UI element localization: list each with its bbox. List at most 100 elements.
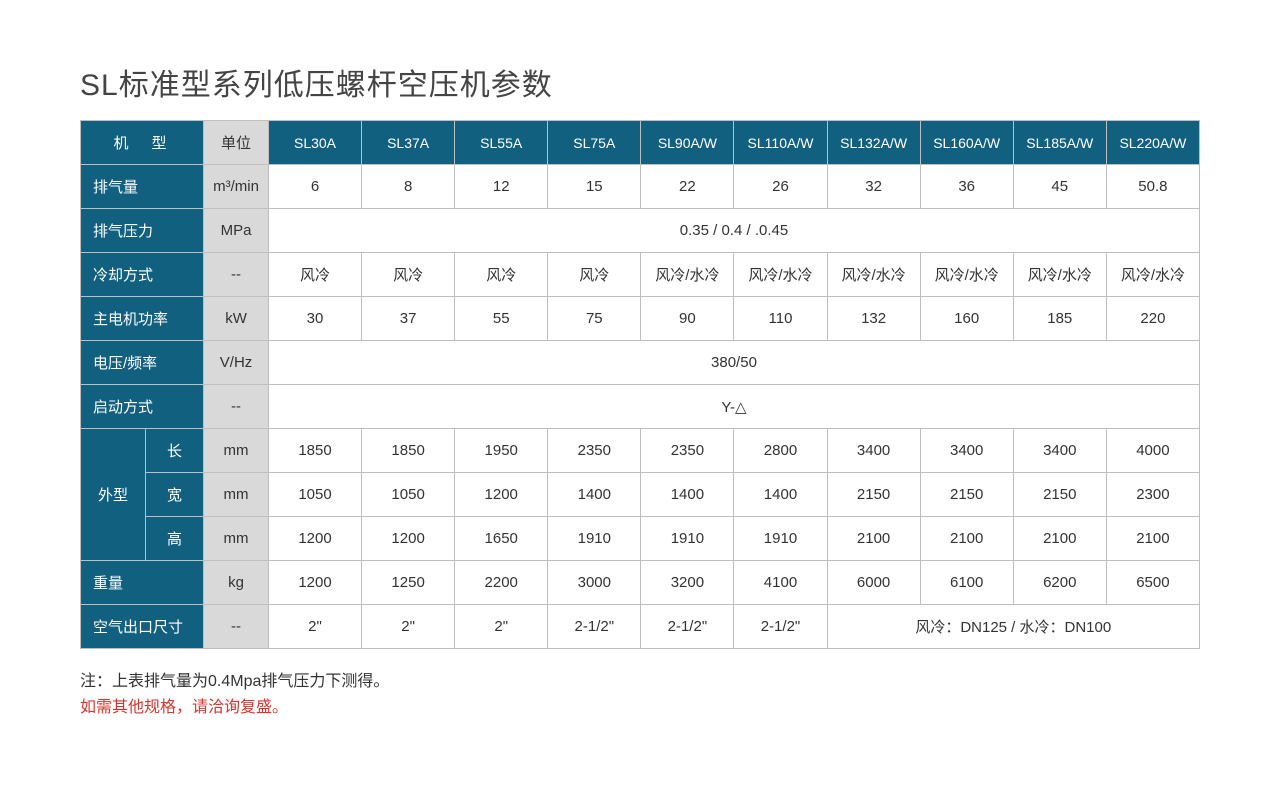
val-cell: 风冷/水冷 <box>920 253 1013 297</box>
val-cell: 132 <box>827 297 920 341</box>
row-label: 主电机功率 <box>81 297 204 341</box>
row-start: 启动方式 -- Y-△ <box>81 385 1200 429</box>
val-cell: 12 <box>455 165 548 209</box>
val-cell: 2-1/2" <box>641 605 734 649</box>
unit-cell: mm <box>204 473 269 517</box>
val-cell: 2100 <box>1013 517 1106 561</box>
row-pressure: 排气压力 MPa 0.35 / 0.4 / .0.45 <box>81 209 1200 253</box>
val-cell: 185 <box>1013 297 1106 341</box>
val-cell: 22 <box>641 165 734 209</box>
val-cell: 2100 <box>827 517 920 561</box>
col-model: SL37A <box>362 121 455 165</box>
row-label: 长 <box>145 429 203 473</box>
val-cell: 50.8 <box>1106 165 1199 209</box>
val-cell: 1400 <box>548 473 641 517</box>
row-airflow: 排气量 m³/min 6 8 12 15 22 26 32 36 45 50.8 <box>81 165 1200 209</box>
val-cell: 3200 <box>641 561 734 605</box>
row-label: 高 <box>145 517 203 561</box>
val-cell: 风冷 <box>268 253 361 297</box>
row-width: 宽 mm 1050 1050 1200 1400 1400 1400 2150 … <box>81 473 1200 517</box>
row-voltage: 电压/频率 V/Hz 380/50 <box>81 341 1200 385</box>
val-cell: 1400 <box>734 473 827 517</box>
unit-cell: kg <box>204 561 269 605</box>
val-cell: 30 <box>268 297 361 341</box>
val-cell: 风冷/水冷 <box>1013 253 1106 297</box>
unit-cell: -- <box>204 385 269 429</box>
col-model: SL110A/W <box>734 121 827 165</box>
col-model: SL185A/W <box>1013 121 1106 165</box>
row-label: 重量 <box>81 561 204 605</box>
val-cell: 1200 <box>268 561 361 605</box>
val-cell: 风冷/水冷 <box>1106 253 1199 297</box>
col-model: SL90A/W <box>641 121 734 165</box>
val-cell: 1850 <box>362 429 455 473</box>
val-cell: 2-1/2" <box>734 605 827 649</box>
val-cell: 160 <box>920 297 1013 341</box>
unit-cell: kW <box>204 297 269 341</box>
val-cell: 风冷 <box>455 253 548 297</box>
val-cell: 90 <box>641 297 734 341</box>
val-cell: 风冷 <box>362 253 455 297</box>
val-cell: 风冷/水冷 <box>734 253 827 297</box>
val-cell: 1250 <box>362 561 455 605</box>
row-height: 高 mm 1200 1200 1650 1910 1910 1910 2100 … <box>81 517 1200 561</box>
val-cell: 6200 <box>1013 561 1106 605</box>
row-label: 冷却方式 <box>81 253 204 297</box>
dims-group-label: 外型 <box>81 429 146 561</box>
unit-cell: -- <box>204 605 269 649</box>
val-cell: 2350 <box>548 429 641 473</box>
col-unit-label: 单位 <box>204 121 269 165</box>
val-cell: 风冷/水冷 <box>641 253 734 297</box>
val-cell: 4100 <box>734 561 827 605</box>
footnote-1: 注：上表排气量为0.4Mpa排气压力下测得。 <box>80 667 1200 691</box>
col-model: SL75A <box>548 121 641 165</box>
row-label: 排气压力 <box>81 209 204 253</box>
merged-cell: 0.35 / 0.4 / .0.45 <box>268 209 1199 253</box>
col-model: SL132A/W <box>827 121 920 165</box>
col-model: SL55A <box>455 121 548 165</box>
val-cell: 6 <box>268 165 361 209</box>
val-cell: 220 <box>1106 297 1199 341</box>
val-cell: 6100 <box>920 561 1013 605</box>
val-cell: 1650 <box>455 517 548 561</box>
val-cell: 2100 <box>920 517 1013 561</box>
val-cell: 4000 <box>1106 429 1199 473</box>
val-cell: 2" <box>455 605 548 649</box>
merged-cell: Y-△ <box>268 385 1199 429</box>
footnote-2: 如需其他规格，请洽询复盛。 <box>80 693 1200 717</box>
val-cell: 36 <box>920 165 1013 209</box>
val-cell: 2200 <box>455 561 548 605</box>
val-cell: 1200 <box>268 517 361 561</box>
page-title: SL标准型系列低压螺杆空压机参数 <box>80 60 1200 104</box>
val-cell: 75 <box>548 297 641 341</box>
val-cell: 45 <box>1013 165 1106 209</box>
val-cell: 1200 <box>455 473 548 517</box>
col-model: SL160A/W <box>920 121 1013 165</box>
row-label: 启动方式 <box>81 385 204 429</box>
val-cell: 2350 <box>641 429 734 473</box>
row-cooling: 冷却方式 -- 风冷 风冷 风冷 风冷 风冷/水冷 风冷/水冷 风冷/水冷 风冷… <box>81 253 1200 297</box>
unit-cell: -- <box>204 253 269 297</box>
val-cell: 1050 <box>268 473 361 517</box>
val-cell: 2150 <box>827 473 920 517</box>
val-cell: 2300 <box>1106 473 1199 517</box>
spec-table: 机 型 单位 SL30A SL37A SL55A SL75A SL90A/W S… <box>80 120 1200 649</box>
val-cell: 32 <box>827 165 920 209</box>
val-cell: 1910 <box>734 517 827 561</box>
val-cell: 6500 <box>1106 561 1199 605</box>
row-label: 排气量 <box>81 165 204 209</box>
row-outlet: 空气出口尺寸 -- 2" 2" 2" 2-1/2" 2-1/2" 2-1/2" … <box>81 605 1200 649</box>
val-cell: 55 <box>455 297 548 341</box>
val-cell: 1910 <box>548 517 641 561</box>
unit-cell: m³/min <box>204 165 269 209</box>
val-cell: 3000 <box>548 561 641 605</box>
row-power: 主电机功率 kW 30 37 55 75 90 110 132 160 185 … <box>81 297 1200 341</box>
val-cell: 1850 <box>268 429 361 473</box>
unit-cell: mm <box>204 429 269 473</box>
unit-cell: MPa <box>204 209 269 253</box>
val-cell: 1950 <box>455 429 548 473</box>
col-model: SL30A <box>268 121 361 165</box>
unit-cell: V/Hz <box>204 341 269 385</box>
val-cell: 3400 <box>1013 429 1106 473</box>
col-model: SL220A/W <box>1106 121 1199 165</box>
